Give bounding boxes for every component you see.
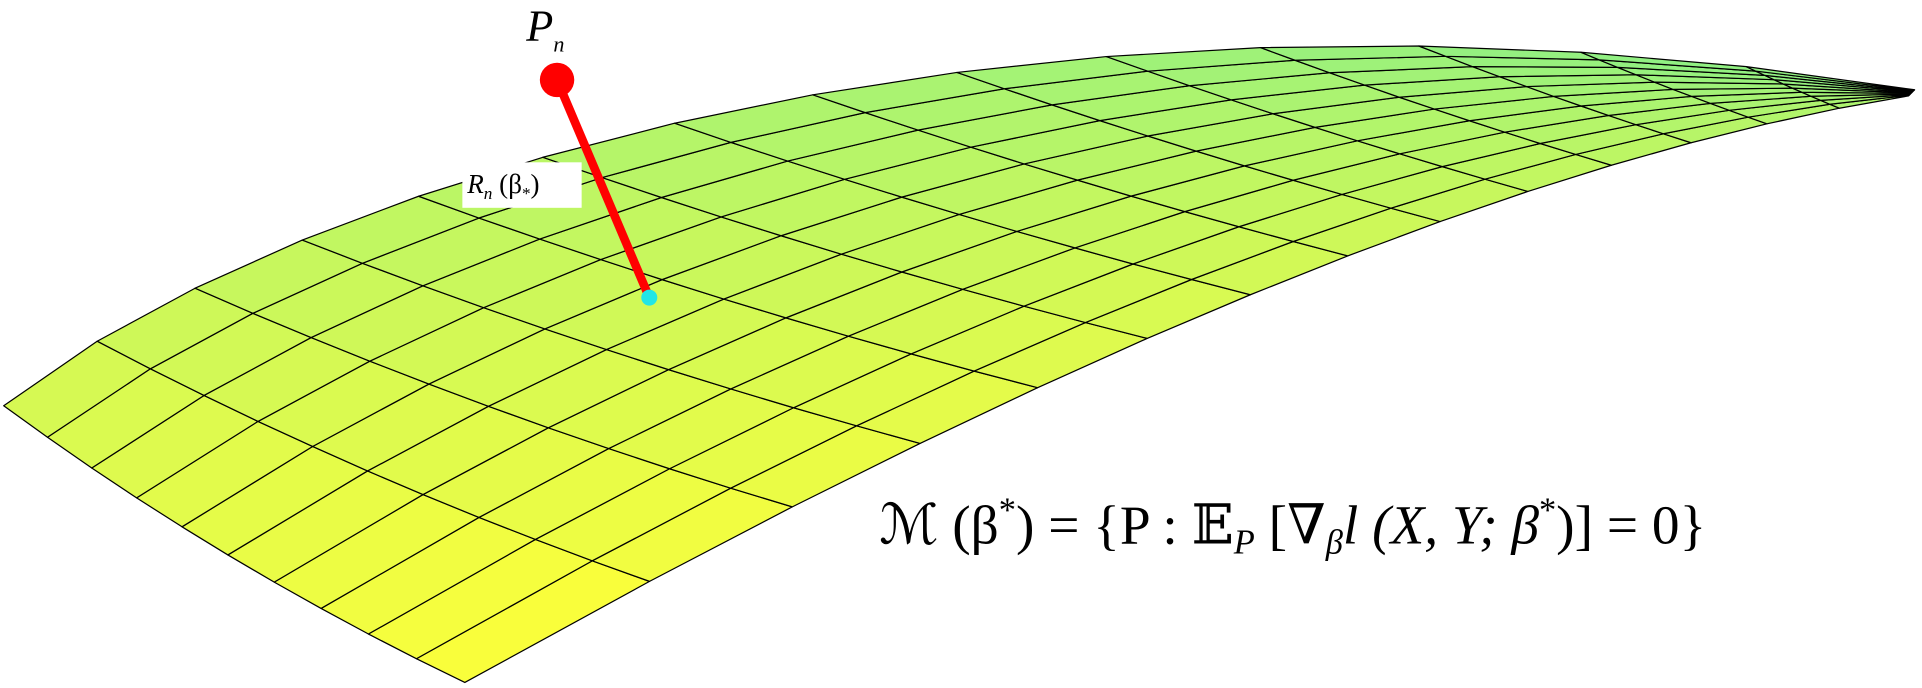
formula-sup: * xyxy=(999,491,1016,529)
label-arg: ) xyxy=(531,169,540,199)
formula-part: ℳ (β xyxy=(879,495,999,556)
formula: ℳ (β*) = {P : 𝔼P [∇βl (X, Y; β*)] = 0} xyxy=(879,491,1706,561)
label-sub: * xyxy=(522,184,531,203)
label-sub: n xyxy=(484,184,493,203)
formula-part: )] = 0} xyxy=(1556,495,1706,556)
residual-label: Rn (β*) xyxy=(466,169,539,203)
formula-part: l (X, Y; β xyxy=(1343,495,1540,556)
formula-part: ) = {P : 𝔼 xyxy=(1016,495,1234,556)
manifold-surface xyxy=(3,45,1916,684)
formula-sub: P xyxy=(1233,523,1255,561)
label-main: P xyxy=(525,2,553,51)
label-box xyxy=(462,162,582,208)
formula-sup: * xyxy=(1539,491,1556,529)
empirical-point xyxy=(539,62,575,98)
point-label: Pn xyxy=(525,2,564,57)
projection-line xyxy=(553,78,654,300)
formula-sub: β xyxy=(1325,523,1344,561)
surface-cell xyxy=(1471,66,1637,78)
surface-cell xyxy=(1745,66,1916,91)
projected-point xyxy=(641,289,658,306)
label-main: R xyxy=(466,169,484,199)
formula-part: [∇ xyxy=(1255,495,1326,556)
label-sub: n xyxy=(553,32,564,57)
label-arg: (β xyxy=(492,169,522,199)
